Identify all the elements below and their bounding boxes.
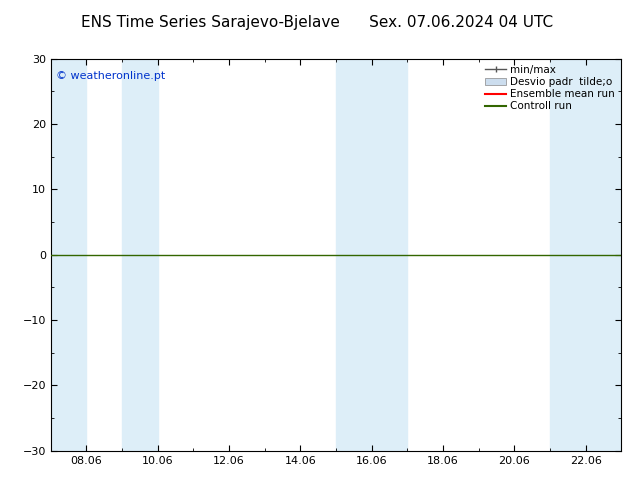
Bar [336, 59, 407, 451]
Legend: min/max, Desvio padr  tilde;o, Ensemble mean run, Controll run: min/max, Desvio padr tilde;o, Ensemble m… [482, 62, 618, 115]
Bar [550, 59, 621, 451]
Bar [51, 59, 86, 451]
Text: ENS Time Series Sarajevo-Bjelave      Sex. 07.06.2024 04 UTC: ENS Time Series Sarajevo-Bjelave Sex. 07… [81, 15, 553, 30]
Text: © weatheronline.pt: © weatheronline.pt [56, 71, 165, 80]
Bar [122, 59, 158, 451]
